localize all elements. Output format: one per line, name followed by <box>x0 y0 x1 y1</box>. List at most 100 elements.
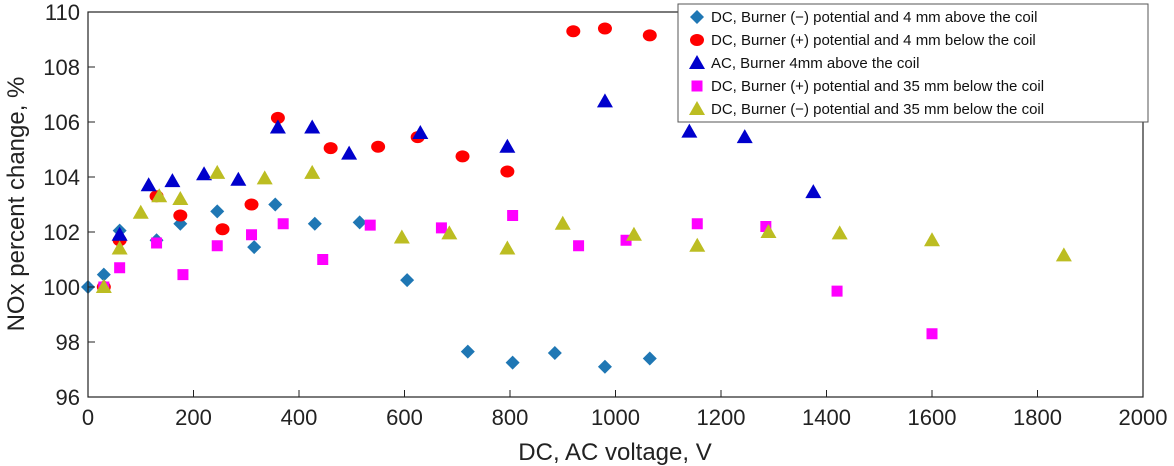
y-tick-label: 102 <box>43 220 80 245</box>
legend-label: DC, Burner (+) potential and 4 mm below … <box>711 32 1036 49</box>
series-1 <box>81 197 657 374</box>
x-tick-label: 1400 <box>802 405 851 430</box>
x-tick-label: 1800 <box>1013 405 1062 430</box>
data-point <box>211 240 223 252</box>
data-point <box>554 215 571 230</box>
data-point <box>304 164 321 179</box>
y-tick-label: 98 <box>56 330 80 355</box>
data-point <box>244 198 259 211</box>
data-point <box>547 346 562 360</box>
data-point <box>689 237 706 252</box>
data-point <box>760 224 777 238</box>
y-axis-label: NOx percent change, % <box>3 77 30 332</box>
x-tick-label: 1600 <box>908 405 957 430</box>
data-point <box>926 328 938 340</box>
y-tick-label: 104 <box>43 165 80 190</box>
data-point <box>566 25 581 38</box>
y-tick-label: 108 <box>43 55 80 80</box>
legend-entry: DC, Burner (−) potential and 4 mm above … <box>690 9 1037 26</box>
data-point <box>435 222 447 234</box>
data-point <box>499 138 516 153</box>
x-tick-label: 1200 <box>697 405 746 430</box>
series-3 <box>111 93 822 241</box>
data-point <box>597 22 612 35</box>
legend-label: DC, Burner (−) potential and 35 mm below… <box>711 101 1044 118</box>
data-point <box>393 229 410 244</box>
legend-label: DC, Burner (+) potential and 35 mm below… <box>711 78 1044 95</box>
x-axis-ticks: 0 200 400 600 800 1000 1200 1400 1600 1800 2000 <box>82 390 1168 430</box>
data-point <box>230 171 247 186</box>
data-point <box>209 164 226 179</box>
data-point <box>341 145 358 160</box>
data-point <box>256 170 273 185</box>
x-tick-label: 2000 <box>1119 405 1168 430</box>
x-tick-label: 600 <box>386 405 423 430</box>
data-point <box>505 355 520 370</box>
y-tick-label: 110 <box>45 0 80 25</box>
data-point <box>805 184 822 199</box>
data-point <box>172 191 189 205</box>
data-point <box>307 216 322 231</box>
data-point <box>277 218 289 230</box>
data-point <box>164 173 181 188</box>
data-point <box>114 262 126 274</box>
data-point <box>270 111 285 124</box>
data-point <box>400 273 415 288</box>
data-point <box>173 209 188 222</box>
data-points <box>81 22 1072 374</box>
data-point <box>460 344 475 359</box>
data-point <box>620 234 632 246</box>
x-tick-label: 200 <box>175 405 212 430</box>
data-point <box>573 240 585 252</box>
legend-label: AC, Burner 4mm above the coil <box>711 55 919 72</box>
series-5 <box>95 164 1072 293</box>
legend-box <box>677 3 1149 123</box>
x-axis-label: DC, AC voltage, V <box>518 439 711 466</box>
data-point <box>269 119 286 134</box>
legend-marker <box>690 10 704 24</box>
data-point <box>1055 247 1072 262</box>
legend-label: DC, Burner (−) potential and 4 mm above … <box>711 9 1037 26</box>
data-point <box>151 188 168 203</box>
legend: DC, Burner (−) potential and 4 mm above … <box>677 3 1149 123</box>
data-point <box>132 204 149 219</box>
y-tick-label: 96 <box>56 385 80 410</box>
data-point <box>831 225 848 240</box>
data-point <box>196 166 213 181</box>
x-tick-label: 1000 <box>591 405 640 430</box>
data-point <box>691 218 703 230</box>
data-point <box>215 223 230 236</box>
data-point <box>352 215 367 230</box>
legend-marker <box>690 34 704 46</box>
data-point <box>681 123 698 138</box>
x-tick-label: 0 <box>82 405 94 430</box>
legend-entry: DC, Burner (+) potential and 4 mm below … <box>690 32 1036 49</box>
data-point <box>111 226 128 241</box>
x-tick-label: 400 <box>281 405 318 430</box>
data-point <box>760 221 772 232</box>
legend-marker <box>689 101 705 115</box>
data-point <box>597 359 612 374</box>
legend-entry: DC, Burner (+) potential and 35 mm below… <box>691 78 1044 95</box>
data-point <box>642 29 657 42</box>
data-point <box>140 177 157 192</box>
data-point <box>247 240 262 255</box>
legend-marker <box>691 80 703 92</box>
data-point <box>246 229 258 241</box>
data-point <box>625 226 642 241</box>
data-point <box>371 140 386 153</box>
data-point <box>455 150 470 163</box>
data-point <box>500 165 515 178</box>
data-point <box>642 351 657 366</box>
data-point <box>96 267 111 282</box>
data-point <box>441 225 458 240</box>
data-point <box>151 237 163 249</box>
data-point <box>304 119 321 134</box>
data-point <box>95 279 112 293</box>
data-point <box>924 232 940 247</box>
data-point <box>317 254 329 265</box>
data-point <box>499 240 516 255</box>
data-point <box>412 125 429 139</box>
data-point <box>210 204 225 219</box>
